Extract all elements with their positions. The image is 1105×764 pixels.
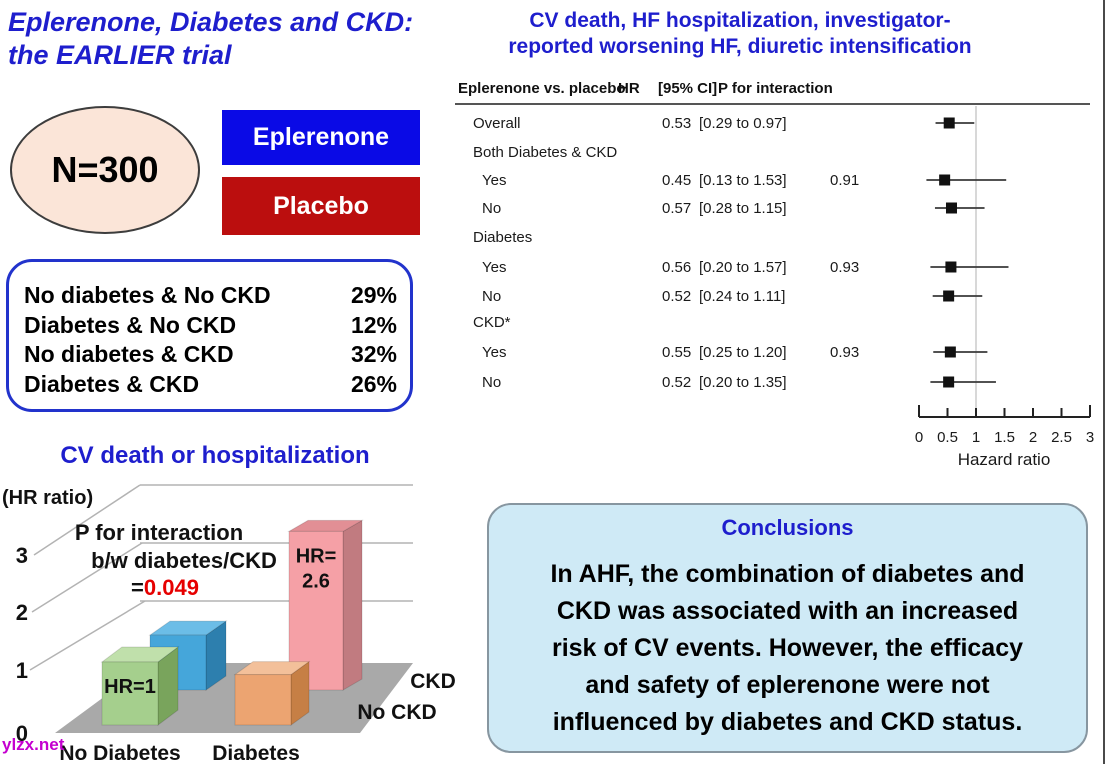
bar-gridline-diagonal [29, 600, 146, 671]
watermark: ylzx.net [2, 735, 65, 754]
bar-y-tick-label: 2 [16, 600, 28, 625]
subgroup-value: 26% [350, 370, 397, 397]
subgroup-row: Diabetes & CKD 26% [24, 370, 397, 400]
forest-axis-tick-label: 1.5 [994, 429, 1015, 446]
forest-p-value: 0.93 [830, 344, 859, 361]
forest-row-label: No [482, 374, 501, 391]
forest-hr-value: 0.56 [662, 259, 691, 276]
forest-title-line: CV death, HF hospitalization, investigat… [529, 9, 950, 32]
forest-row-label: Overall [473, 115, 521, 132]
forest-axis-tick-label: 0.5 [937, 429, 958, 446]
arm-eplerenone-label: Eplerenone [252, 123, 390, 151]
forest-plot: CV death, HF hospitalization, investigat… [455, 9, 1094, 469]
forest-axis-tick-label: 0 [915, 429, 923, 446]
slide-right-border [1103, 0, 1105, 764]
subgroup-label: Diabetes & No CKD [24, 311, 237, 338]
forest-axis-tick-label: 3 [1086, 429, 1094, 446]
forest-row-label: Diabetes [473, 229, 532, 246]
bar-annotation-line1: P for interaction [75, 520, 243, 545]
subgroup-percentages-box: No diabetes & No CKD 29% Diabetes & No C… [6, 259, 413, 412]
forest-row-label: No [482, 288, 501, 305]
forest-column-header: HR [618, 80, 640, 97]
forest-ci-text: [0.29 to 0.97] [699, 115, 787, 132]
forest-row-label: Yes [482, 259, 506, 276]
bar-y-axis-label: (HR ratio) [2, 487, 93, 509]
enrollment-n-label: N=300 [51, 149, 159, 190]
bar-category-label: Diabetes [212, 742, 300, 764]
forest-ci-text: [0.13 to 1.53] [699, 172, 787, 189]
forest-ci-text: [0.24 to 1.11] [699, 288, 785, 305]
arm-placebo-label: Placebo [273, 191, 369, 220]
bar-value-label: HR=1 [104, 676, 156, 698]
forest-marker [943, 290, 955, 302]
forest-hr-value: 0.55 [662, 344, 691, 361]
subgroup-row: Diabetes & No CKD 12% [24, 311, 397, 341]
conclusions-body: In AHF, the combination of diabetes and … [550, 560, 1025, 736]
bar-annotation-line2: b/w diabetes/CKD [91, 548, 277, 573]
forest-ci-text: [0.25 to 1.20] [699, 344, 787, 361]
subgroup-label: Diabetes & CKD [24, 370, 200, 397]
forest-title-line: reported worsening HF, diuretic intensif… [508, 35, 971, 58]
forest-row-label: CKD* [473, 314, 511, 331]
forest-hr-value: 0.52 [662, 374, 691, 391]
bar-series-label-ckd: CKD [410, 670, 456, 693]
conclusions-title: Conclusions [721, 515, 854, 540]
bar-annotation-p-value: =0.049 [131, 575, 199, 600]
bar-category-label: No Diabetes [59, 742, 180, 764]
forest-marker [939, 174, 951, 186]
forest-axis-title: Hazard ratio [958, 450, 1051, 469]
bar-value-label: HR= [296, 545, 337, 567]
subgroup-label: No diabetes & CKD [24, 341, 234, 367]
bar-gridline-diagonal [31, 542, 143, 613]
forest-marker [944, 346, 956, 358]
bar-value-label: 2.6 [302, 570, 330, 592]
enrollment-ellipse: N=300 [10, 106, 200, 234]
slide-title: Eplerenone, Diabetes and CKD: the EARLIE… [8, 7, 414, 70]
conclusions-box: Conclusions In AHF, the combination of d… [487, 503, 1088, 753]
bar-front-face [101, 661, 159, 726]
forest-ci-text: [0.28 to 1.15] [699, 200, 787, 217]
forest-marker [943, 117, 955, 129]
forest-column-header: Eplerenone vs. placebo [458, 80, 626, 97]
forest-p-value: 0.91 [830, 172, 859, 189]
forest-marker [943, 376, 955, 388]
bar-y-tick-label: 3 [16, 543, 28, 568]
subgroup-label: No diabetes & No CKD [24, 282, 271, 308]
forest-ci-text: [0.20 to 1.57] [699, 259, 787, 276]
bar-y-tick-label: 1 [16, 658, 28, 683]
forest-row-label: Yes [482, 172, 506, 189]
subgroup-row: No diabetes & No CKD 29% [24, 281, 397, 311]
forest-p-value: 0.93 [830, 259, 859, 276]
subgroup-value: 32% [350, 341, 397, 367]
arm-box-placebo: Placebo [222, 177, 420, 235]
subgroup-row: No diabetes & CKD 32% [24, 340, 397, 370]
bar-chart-3d: (HR ratio) 0 1 2 3 HR= 2.6 HR=1 CKD No CKD No Diab… [2, 484, 456, 764]
forest-hr-value: 0.53 [662, 115, 691, 132]
bar-side-face [342, 519, 363, 691]
bar-series-label-no-ckd: No CKD [357, 701, 436, 724]
forest-axis-tick-label: 1 [972, 429, 980, 446]
forest-hr-value: 0.57 [662, 200, 691, 217]
forest-hr-value: 0.45 [662, 172, 691, 189]
forest-row-label: No [482, 200, 501, 217]
subgroup-value: 12% [350, 311, 397, 338]
forest-hr-value: 0.52 [662, 288, 691, 305]
forest-marker [945, 261, 957, 273]
forest-row-label: Both Diabetes & CKD [473, 144, 617, 161]
arm-box-eplerenone: Eplerenone [222, 110, 420, 165]
forest-axis-tick-label: 2 [1029, 429, 1037, 446]
forest-column-header: P for interaction [718, 80, 833, 97]
forest-column-header: [95% CI] [658, 80, 717, 97]
bar-gridline-diagonal [33, 484, 141, 556]
bar-chart-title: CV death or hospitalization [60, 442, 370, 469]
forest-row-label: Yes [482, 344, 506, 361]
subgroup-value: 29% [350, 282, 397, 308]
forest-axis-tick-label: 2.5 [1051, 429, 1072, 446]
forest-ci-text: [0.20 to 1.35] [699, 374, 787, 391]
bar-front-face [234, 674, 292, 726]
bar-y-tick-label: 0 [16, 721, 28, 746]
forest-marker [945, 202, 957, 214]
